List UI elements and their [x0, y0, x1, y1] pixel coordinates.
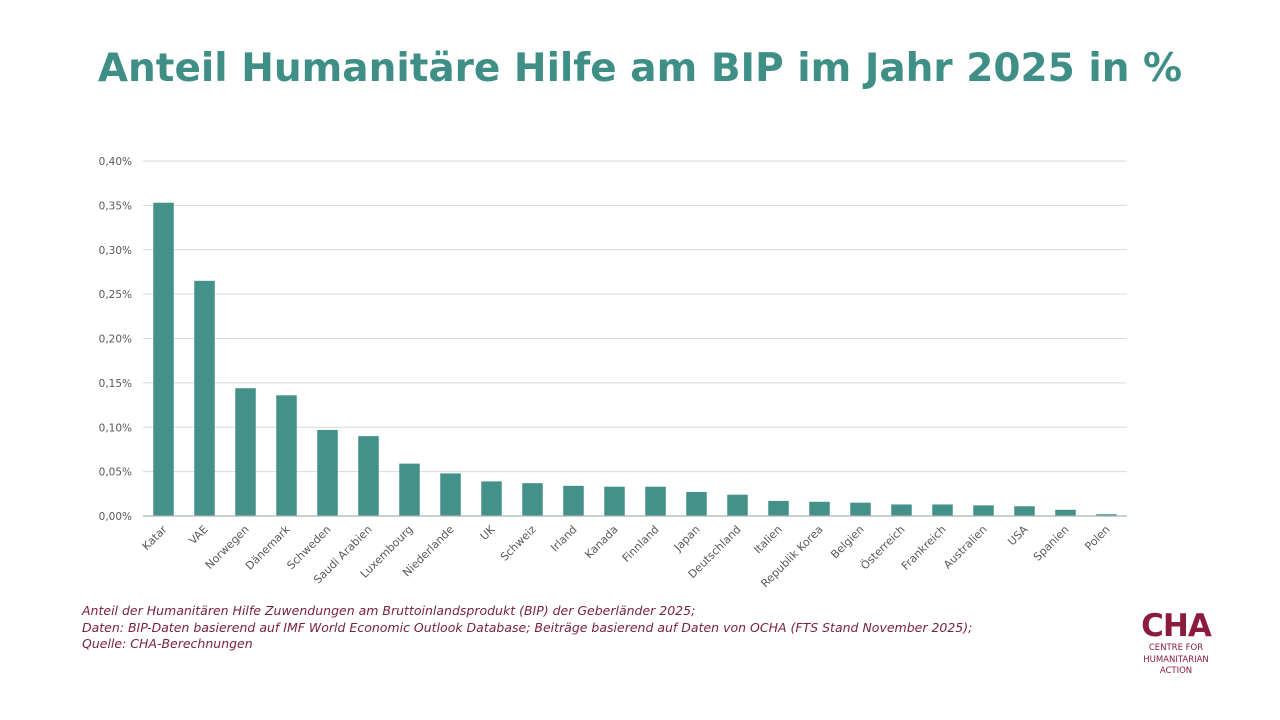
y-tick-label: 0,35%	[99, 200, 132, 212]
x-tick-label: Katar	[140, 523, 170, 553]
y-tick-label: 0,30%	[99, 245, 132, 257]
gridlines	[143, 160, 1127, 473]
bars	[153, 202, 1117, 516]
footnote: Anteil der Humanitären Hilfe Zuwendungen…	[82, 603, 972, 653]
bar	[1014, 506, 1035, 516]
logo-line-2: HUMANITARIAN	[1143, 654, 1209, 665]
x-tick-label: VAE	[186, 523, 210, 547]
bar	[768, 500, 789, 516]
x-tick-label: Belgien	[828, 523, 866, 561]
y-tick-label: 0,20%	[99, 334, 132, 346]
x-tick-label: Irland	[548, 523, 579, 554]
x-tick-label: Japan	[671, 523, 703, 555]
bar	[809, 501, 830, 516]
x-tick-label: Schweiz	[498, 523, 539, 564]
bar	[604, 486, 625, 516]
x-tick-label: Polen	[1082, 523, 1112, 553]
logo-line-3: ACTION	[1159, 666, 1193, 676]
logo-mark: CHA	[1141, 608, 1212, 644]
x-tick-label: Australien	[941, 523, 990, 572]
bar	[973, 505, 994, 516]
y-axis-ticks: 0,00% 0,05% 0,10% 0,15% 0,20% 0,25% 0,30% 0,35%…	[99, 156, 132, 523]
x-tick-label: Spanien	[1031, 523, 1072, 564]
x-tick-label: USA	[1005, 523, 1031, 549]
x-tick-label: UK	[478, 522, 499, 543]
bar	[1096, 514, 1117, 516]
bar	[399, 463, 420, 516]
bar	[645, 486, 666, 516]
footnote-line-data-source: Daten: BIP-Daten basierend auf IMF World…	[82, 619, 973, 635]
bar	[317, 429, 338, 516]
bar	[850, 502, 871, 516]
y-tick-label: 0,15%	[99, 378, 132, 390]
bar	[358, 436, 379, 516]
chart-title: Anteil Humanitäre Hilfe am BIP im Jahr 2…	[97, 46, 1183, 91]
x-tick-label: Finnland	[620, 523, 662, 565]
bar	[276, 395, 297, 516]
logo-line-1: CENTRE FOR	[1148, 643, 1204, 653]
bar	[194, 280, 215, 516]
bar	[932, 504, 953, 516]
footnote-line-source: Quelle: CHA-Berechnungen	[82, 636, 253, 651]
y-tick-label: 0,10%	[99, 422, 132, 434]
bar	[727, 494, 748, 516]
bar	[563, 485, 584, 516]
bar	[522, 483, 543, 516]
x-tick-label: Italien	[751, 523, 784, 556]
y-tick-label: 0,05%	[99, 467, 132, 479]
y-tick-label: 0,00%	[99, 511, 132, 523]
y-tick-label: 0,25%	[99, 289, 132, 301]
bar	[1055, 509, 1076, 516]
y-tick-label: 0,40%	[99, 156, 132, 168]
x-tick-label: Kanada	[582, 523, 620, 561]
bar	[235, 388, 256, 516]
bar	[153, 202, 174, 516]
x-tick-label: Frankreich	[899, 523, 949, 573]
bar	[481, 481, 502, 516]
bar	[686, 492, 707, 516]
cha-logo: CHA CENTRE FOR HUMANITARIAN ACTION	[1126, 610, 1226, 677]
footnote-line-description: Anteil der Humanitären Hilfe Zuwendungen…	[82, 603, 696, 618]
bar	[891, 504, 912, 516]
bar	[440, 473, 461, 516]
